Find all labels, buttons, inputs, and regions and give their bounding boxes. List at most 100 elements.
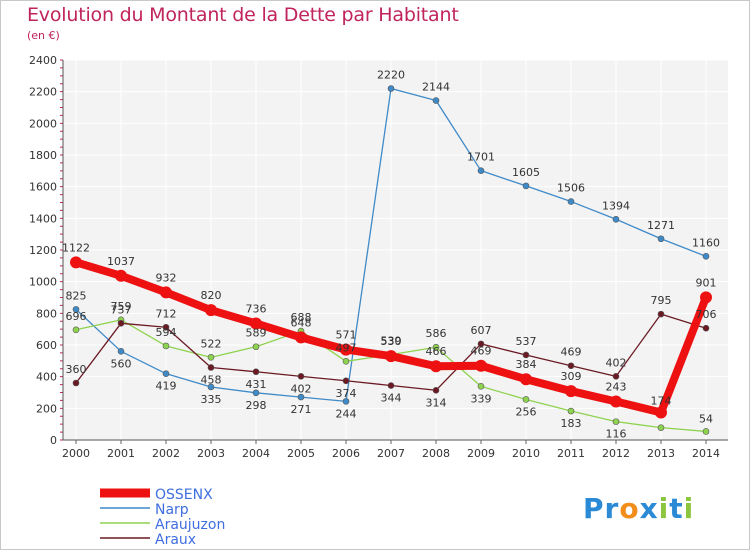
data-point-araux (117, 320, 125, 327)
data-label-ossenx: 736 (246, 302, 267, 315)
x-tick-label: 2007 (377, 447, 405, 460)
data-label-araux: 344 (381, 392, 402, 405)
data-point-araux (477, 340, 485, 348)
data-label-araux: 706 (696, 308, 717, 321)
data-label-araux: 402 (291, 382, 312, 395)
data-label-ossenx: 1037 (107, 255, 135, 268)
data-label-narp: 560 (111, 357, 132, 370)
data-point-narp (567, 198, 575, 205)
legend-label-araux: Araux (155, 532, 196, 548)
data-label-araujuzon: 688 (291, 311, 312, 324)
data-label-narp: 335 (201, 393, 222, 406)
data-label-araux: 360 (66, 363, 87, 376)
data-label-ossenx: 932 (156, 271, 177, 284)
data-label-narp: 1160 (692, 236, 720, 249)
data-label-ossenx: 174 (651, 394, 672, 407)
x-tick-label: 2011 (557, 447, 585, 460)
data-label-araux: 795 (651, 294, 672, 307)
data-point-araujuzon (612, 418, 620, 425)
data-point-araujuzon (567, 407, 575, 415)
data-point-ossenx (655, 406, 667, 419)
data-point-narp (117, 348, 125, 355)
x-tick-label: 2014 (692, 447, 720, 460)
data-label-ossenx: 901 (696, 276, 717, 289)
data-label-narp: 271 (291, 403, 312, 416)
x-tick-label: 2012 (602, 447, 630, 460)
x-tick-label: 2003 (197, 447, 225, 460)
data-label-araux: 537 (516, 335, 537, 348)
x-tick-label: 2005 (287, 447, 315, 460)
data-point-araux (342, 377, 350, 385)
data-label-narp: 1394 (602, 199, 630, 212)
data-point-narp (162, 370, 170, 377)
data-label-narp: 1605 (512, 166, 540, 179)
data-point-narp (297, 393, 305, 401)
data-point-ossenx (520, 373, 532, 386)
data-label-narp: 1506 (557, 182, 585, 195)
data-point-araujuzon (252, 343, 260, 351)
data-label-araux: 431 (246, 378, 267, 391)
data-label-araujuzon: 339 (471, 392, 492, 405)
data-point-araux (432, 386, 440, 394)
data-point-ossenx (160, 286, 172, 299)
logo-letter: o (619, 492, 640, 525)
data-point-araux (567, 362, 575, 370)
x-tick-label: 2013 (647, 447, 675, 460)
data-label-araux: 737 (111, 303, 132, 316)
data-label-araux: 374 (336, 387, 357, 400)
data-label-araujuzon: 256 (516, 405, 537, 418)
data-label-araujuzon: 116 (606, 428, 627, 441)
y-tick-label: 1200 (29, 244, 57, 257)
data-point-narp (207, 383, 215, 391)
y-tick-label: 800 (36, 307, 57, 320)
data-point-ossenx (70, 256, 82, 269)
chart-subtitle: (en €) (27, 29, 60, 42)
data-label-araujuzon: 539 (381, 335, 402, 348)
y-tick-label: 1800 (29, 149, 57, 162)
data-label-ossenx: 820 (201, 289, 222, 302)
data-point-narp (432, 97, 440, 104)
data-label-ossenx: 243 (606, 381, 627, 394)
y-tick-label: 1000 (29, 276, 57, 289)
data-label-narp: 298 (246, 399, 267, 412)
data-point-ossenx (250, 317, 262, 330)
x-tick-label: 2004 (242, 447, 270, 460)
data-point-araux (387, 382, 395, 389)
legend-label-ossenx: OSSENX (155, 487, 213, 503)
x-tick-label: 2001 (107, 447, 135, 460)
y-tick-label: 400 (36, 371, 57, 384)
data-label-araujuzon: 594 (156, 326, 177, 339)
x-tick-label: 2002 (152, 447, 180, 460)
data-point-araux (612, 373, 620, 380)
legend-label-narp: Narp (155, 502, 189, 518)
data-point-ossenx (430, 360, 442, 373)
data-label-ossenx: 648 (291, 316, 312, 329)
data-label-araux: 607 (471, 324, 492, 337)
data-point-narp (522, 182, 530, 190)
data-point-araujuzon (162, 342, 170, 350)
logo-letter: i (658, 492, 670, 525)
data-point-araujuzon (342, 358, 350, 365)
data-point-narp (72, 306, 80, 313)
y-tick-label: 200 (36, 402, 57, 415)
legend-label-araujuzon: Araujuzon (155, 517, 225, 533)
logo-letter: r (604, 492, 620, 525)
data-point-araujuzon (702, 428, 710, 435)
data-label-ossenx: 384 (516, 358, 537, 371)
data-point-araujuzon (477, 383, 485, 390)
x-tick-label: 2000 (62, 447, 90, 460)
data-label-ossenx: 571 (336, 329, 357, 342)
data-point-narp (252, 389, 260, 397)
x-tick-label: 2008 (422, 447, 450, 460)
data-point-ossenx (610, 395, 622, 408)
data-label-araux: 469 (561, 346, 582, 359)
data-point-narp (657, 235, 665, 243)
data-label-ossenx: 466 (426, 345, 447, 358)
data-label-araujuzon: 586 (426, 327, 447, 340)
data-point-araux (207, 364, 215, 371)
data-point-narp (342, 398, 350, 405)
data-point-ossenx (700, 291, 712, 304)
x-tick-label: 2006 (332, 447, 360, 460)
y-tick-label: 2400 (29, 54, 57, 67)
data-label-narp: 419 (156, 380, 177, 393)
